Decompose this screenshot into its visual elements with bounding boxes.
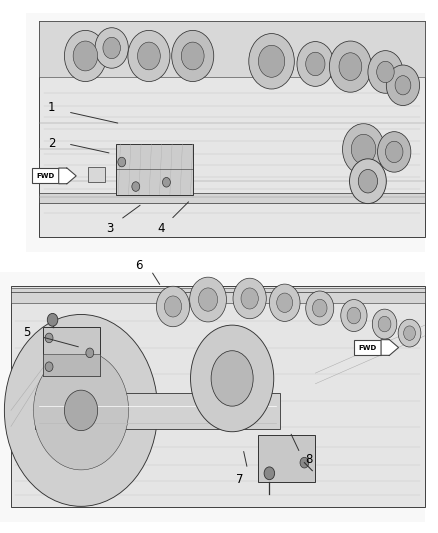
- Text: 5: 5: [24, 326, 31, 339]
- Circle shape: [164, 296, 182, 317]
- Bar: [0, 252, 438, 272]
- Circle shape: [377, 61, 394, 83]
- Text: 4: 4: [157, 222, 165, 235]
- Bar: [35, 393, 280, 429]
- Text: 6: 6: [135, 260, 143, 272]
- Circle shape: [118, 157, 126, 167]
- Circle shape: [233, 278, 266, 319]
- Circle shape: [350, 159, 386, 204]
- Circle shape: [378, 316, 391, 332]
- Text: 2: 2: [48, 138, 56, 150]
- Circle shape: [395, 76, 411, 95]
- Circle shape: [343, 124, 385, 175]
- Circle shape: [95, 28, 128, 68]
- Text: 1: 1: [48, 101, 56, 114]
- Bar: [39, 21, 425, 77]
- Circle shape: [398, 319, 421, 347]
- Circle shape: [329, 41, 371, 92]
- Circle shape: [64, 390, 98, 431]
- Circle shape: [249, 34, 294, 89]
- Bar: [43, 354, 100, 376]
- Circle shape: [269, 284, 300, 321]
- Circle shape: [264, 467, 275, 480]
- Ellipse shape: [191, 325, 274, 432]
- Circle shape: [198, 288, 218, 311]
- Circle shape: [300, 457, 309, 468]
- Circle shape: [258, 45, 285, 77]
- Bar: [11, 286, 425, 507]
- Circle shape: [351, 134, 376, 164]
- Bar: [39, 193, 425, 203]
- Bar: [11, 288, 425, 303]
- FancyArrow shape: [381, 340, 399, 356]
- Circle shape: [45, 333, 53, 343]
- Bar: [88, 167, 105, 182]
- Circle shape: [306, 291, 334, 325]
- Circle shape: [312, 299, 327, 317]
- Circle shape: [358, 169, 378, 193]
- Circle shape: [378, 132, 411, 172]
- FancyArrow shape: [59, 168, 76, 184]
- Circle shape: [368, 51, 403, 93]
- Circle shape: [190, 277, 226, 322]
- Circle shape: [181, 42, 204, 70]
- Text: FWD: FWD: [358, 344, 377, 351]
- Bar: [39, 21, 425, 237]
- Text: 7: 7: [236, 473, 244, 486]
- Text: 8: 8: [305, 453, 312, 466]
- Circle shape: [277, 293, 293, 312]
- Circle shape: [386, 65, 420, 106]
- Bar: [116, 144, 193, 195]
- Circle shape: [403, 326, 416, 341]
- Circle shape: [347, 307, 361, 324]
- Ellipse shape: [34, 351, 129, 470]
- Ellipse shape: [211, 351, 253, 406]
- Circle shape: [73, 41, 98, 71]
- FancyBboxPatch shape: [354, 340, 381, 355]
- Ellipse shape: [4, 314, 158, 506]
- Circle shape: [128, 30, 170, 82]
- Circle shape: [156, 286, 190, 327]
- Text: FWD: FWD: [36, 173, 54, 179]
- Circle shape: [172, 30, 214, 82]
- Circle shape: [385, 141, 403, 163]
- Circle shape: [47, 313, 58, 326]
- Bar: [26, 13, 425, 253]
- Bar: [43, 327, 100, 376]
- Circle shape: [297, 42, 334, 86]
- Circle shape: [162, 177, 170, 187]
- Circle shape: [241, 288, 258, 309]
- Circle shape: [372, 309, 397, 339]
- Bar: [258, 435, 315, 482]
- Circle shape: [86, 348, 94, 358]
- Circle shape: [306, 52, 325, 76]
- Circle shape: [45, 362, 53, 372]
- Circle shape: [132, 182, 140, 191]
- Ellipse shape: [42, 360, 120, 461]
- Text: 3: 3: [106, 222, 113, 235]
- Circle shape: [341, 300, 367, 332]
- Circle shape: [339, 53, 362, 80]
- Bar: [0, 272, 425, 522]
- Circle shape: [103, 37, 120, 59]
- FancyBboxPatch shape: [32, 168, 59, 183]
- Circle shape: [64, 30, 106, 82]
- Circle shape: [138, 42, 160, 70]
